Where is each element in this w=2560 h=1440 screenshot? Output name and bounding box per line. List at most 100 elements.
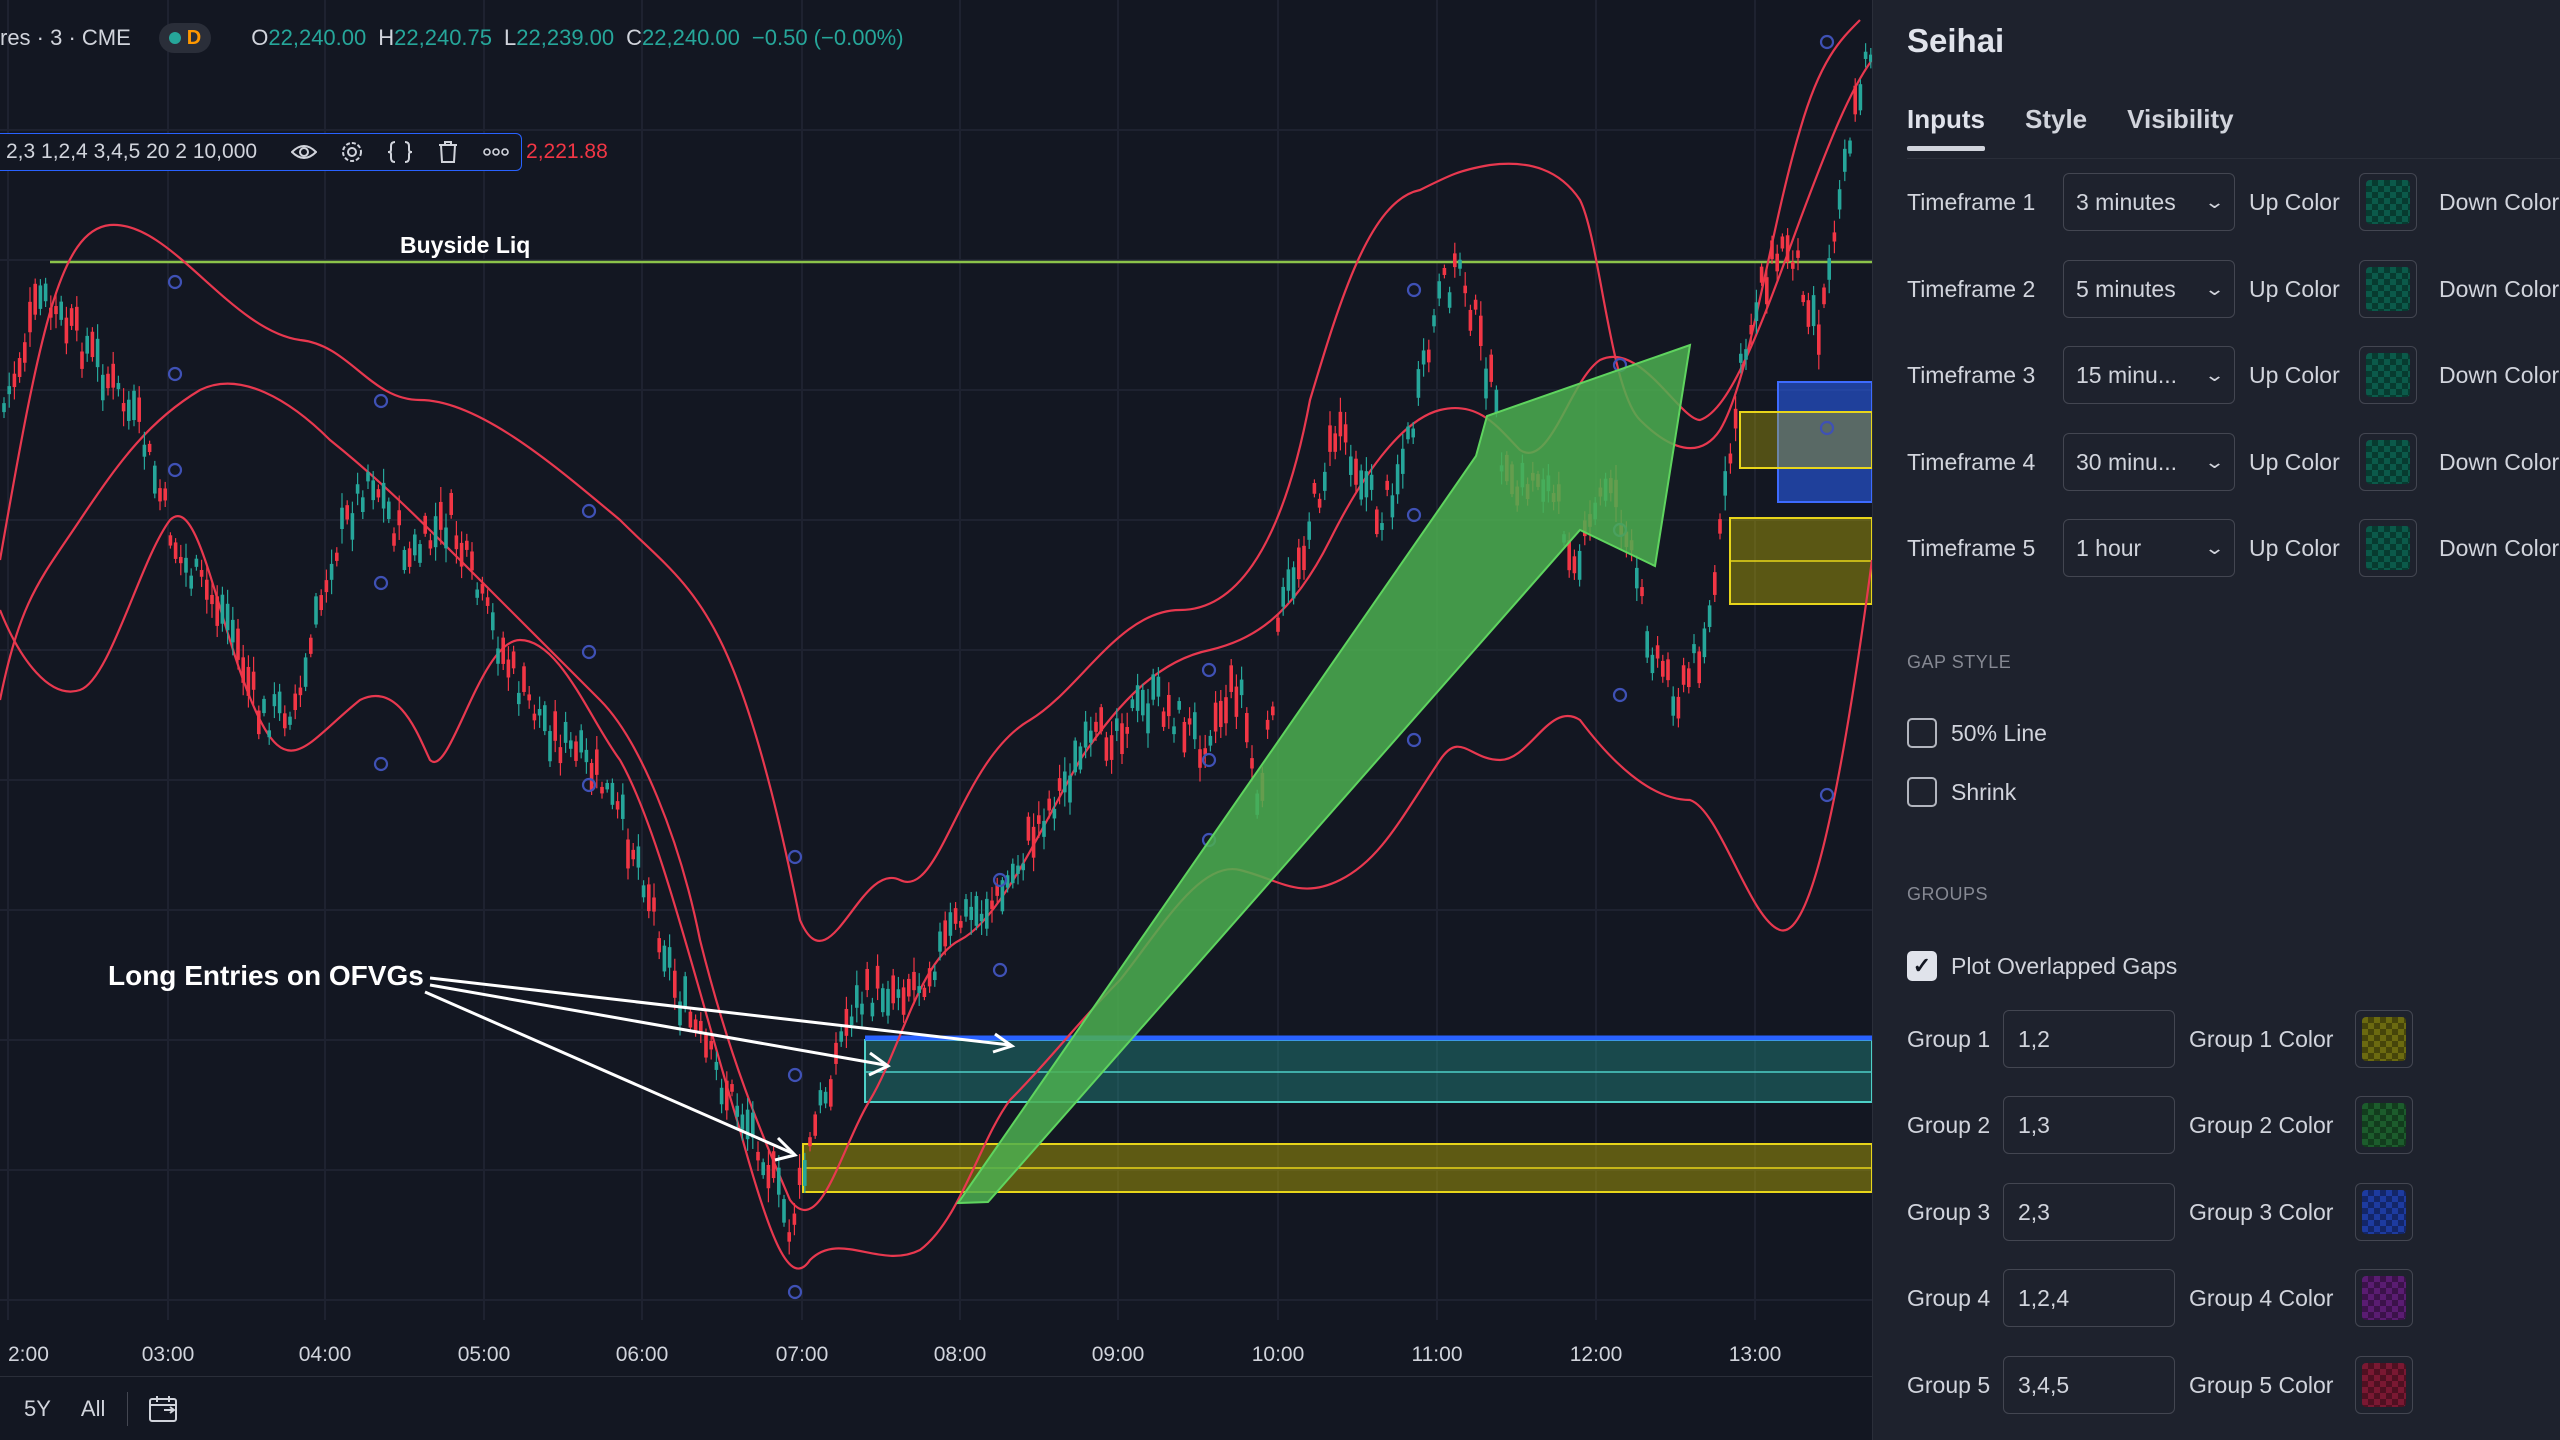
shrink-option[interactable]: Shrink [1907,777,2016,807]
candle-body [574,741,578,761]
candle-body [137,397,141,422]
timeframe-row: Timeframe 1 3 minutes ⌄ Up Color Down Col… [1907,173,2559,231]
indicator-value: 2,221.88 [526,140,608,163]
shrink-checkbox[interactable] [1907,777,1937,807]
eye-icon[interactable] [289,137,319,167]
up-color-swatch[interactable] [2359,433,2417,491]
group-color-swatch[interactable] [2355,1269,2413,1327]
group-input[interactable]: 1,3 [2003,1096,2175,1154]
market-status-badge[interactable]: D [158,23,212,53]
down-color-label: Down Color [2439,188,2560,215]
down-color-label: Down Color [2439,534,2560,561]
candle-body [1208,735,1213,746]
candle-body [1848,140,1852,154]
tab-inputs[interactable]: Inputs [1907,104,1985,151]
candle-body [1780,236,1785,249]
fifty-percent-line-checkbox[interactable] [1907,718,1937,748]
candle-body [667,947,672,968]
group-color-swatch[interactable] [2355,1010,2413,1068]
candle-body [844,1008,849,1036]
candle-body [766,1165,771,1189]
tab-visibility[interactable]: Visibility [2127,104,2234,134]
candle-body [1021,863,1025,871]
up-color-swatch[interactable] [2359,260,2417,318]
group-input[interactable]: 1,2 [2003,1010,2175,1068]
chart-area[interactable]: 2:00 03:00 04:00 05:00 06:00 07:00 08:00 09:00 1… [0,0,1872,1440]
candle-body [168,535,173,546]
candle-body [1791,262,1795,269]
settings-icon[interactable] [337,137,367,167]
indicator-args[interactable]: 2,3 1,2,4 3,4,5 20 2 10,000 [6,140,258,163]
low-key: L [504,25,517,50]
source-code-icon[interactable] [385,137,415,167]
candle-body [418,544,422,563]
candle-body [704,1033,708,1058]
candle-body [1094,721,1098,732]
calendar-icon[interactable] [146,1391,182,1427]
pivot-marker [167,274,183,290]
candle-body [537,709,542,716]
time-axis: 2:00 03:00 04:00 05:00 06:00 07:00 08:00 09:00 1… [8,1343,1781,1366]
candle-body [985,898,989,929]
candle-body [1354,458,1358,485]
panel-title: Seihai [1907,22,2005,59]
up-color-swatch[interactable] [2359,346,2417,404]
candle-body [881,988,885,1013]
timeframe-label: Timeframe 5 [1907,534,2036,561]
candle-body [361,497,365,513]
candle-body [1395,464,1400,495]
range-5y-button[interactable]: 5Y [24,1395,51,1421]
candle-body [116,383,121,390]
group-color-swatch[interactable] [2355,1183,2413,1241]
group-color-swatch[interactable] [2355,1096,2413,1154]
candle-body [647,884,651,912]
candle-body [1739,353,1743,363]
candle-body [189,575,193,589]
indicator-box[interactable]: 2,3 1,2,4 3,4,5 20 2 10,000 [0,133,523,171]
candle-body [1156,676,1161,697]
tab-style[interactable]: Style [2025,104,2088,134]
candle-body [709,1040,713,1050]
price-chart[interactable]: 2:00 03:00 04:00 05:00 06:00 07:00 08:00 09:00 1… [0,0,1872,1440]
candle-body [1718,519,1722,534]
candle-body [699,1020,703,1035]
candle-body [335,552,339,561]
candle-body [517,692,521,705]
candle-body [1775,253,1779,272]
up-color-swatch[interactable] [2359,173,2417,231]
candle-body [90,331,95,358]
candle-body [979,913,984,922]
range-all-button[interactable]: All [80,1395,106,1421]
candle-body [127,399,131,421]
timeframe-select[interactable]: 5 minutes ⌄ [2063,260,2235,318]
candle-body [631,849,635,860]
timeframe-select[interactable]: 3 minutes ⌄ [2063,173,2235,231]
timeframe-select[interactable]: 30 minu... ⌄ [2063,433,2235,491]
candle-body [69,308,74,326]
up-color-swatch[interactable] [2359,519,2417,577]
delete-icon[interactable] [433,137,463,167]
plot-overlapped-gaps-checkbox[interactable]: ✓ [1907,951,1937,981]
group-color-swatch[interactable] [2355,1356,2413,1414]
candle-body [246,666,251,696]
pivot-marker [373,756,389,772]
timeframe-select[interactable]: 15 minu... ⌄ [2063,346,2235,404]
candle-body [423,515,427,534]
candle-body [792,1213,797,1225]
chevron-down-icon: ⌄ [2203,537,2226,558]
group-input[interactable]: 1,2,4 [2003,1269,2175,1327]
timeframe-select[interactable]: 1 hour ⌄ [2063,519,2235,577]
fifty-percent-line-option[interactable]: 50% Line [1907,718,2047,748]
group-input[interactable]: 2,3 [2003,1183,2175,1241]
candle-body [527,694,531,701]
candle-body [111,363,115,388]
plot-overlapped-gaps-option[interactable]: ✓ Plot Overlapped Gaps [1907,951,2177,981]
candle-body [1333,433,1337,452]
symbol-name[interactable]: res · 3 · CME [0,25,131,50]
candle-body [1141,689,1145,716]
more-icon[interactable] [481,137,511,167]
candle-body [506,659,511,678]
candle-body [2,403,6,413]
candle-body [387,501,391,520]
group-input[interactable]: 3,4,5 [2003,1356,2175,1414]
